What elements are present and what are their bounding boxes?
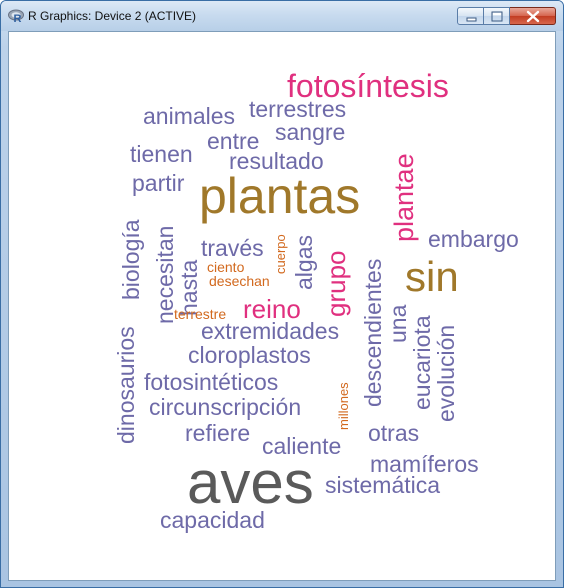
wordcloud-word: terrestres: [249, 96, 347, 122]
wordcloud-word: otras: [368, 420, 420, 446]
wordcloud-word: sangre: [275, 119, 346, 145]
wordcloud-word: extremidades: [201, 318, 340, 344]
wordcloud-word: partir: [132, 170, 185, 196]
wordcloud-word: biología: [118, 219, 144, 300]
wordcloud-word: cuerpo: [273, 234, 288, 274]
wordcloud-word: través: [201, 235, 264, 261]
minimize-icon: [466, 17, 477, 22]
window-title: R Graphics: Device 2 (ACTIVE): [28, 9, 197, 23]
title-bar[interactable]: R R Graphics: Device 2 (ACTIVE): [1, 1, 563, 31]
wordcloud-word: reino: [243, 294, 301, 324]
wordcloud-word: plantae: [389, 153, 419, 242]
wordcloud-word: ciento: [207, 259, 245, 275]
minimize-button[interactable]: [457, 7, 484, 25]
wordcloud-word: terrestre: [174, 306, 227, 322]
wordcloud-word: embargo: [428, 226, 519, 252]
close-button[interactable]: [510, 7, 556, 25]
wordcloud-word: eucariota: [409, 315, 435, 410]
wordcloud-word: plantas: [199, 168, 361, 224]
svg-text:R: R: [14, 13, 22, 23]
maximize-icon: [491, 11, 503, 22]
wordcloud-word: caliente: [262, 433, 342, 459]
wordcloud-word: desechan: [209, 273, 270, 289]
r-logo-icon: R: [8, 9, 24, 23]
wordcloud-word: grupo: [321, 250, 351, 318]
wordcloud-word: sin: [405, 253, 459, 300]
wordcloud-word: resultado: [229, 148, 324, 174]
wordcloud-word: entre: [207, 128, 260, 154]
wordcloud-word: tienen: [130, 141, 193, 167]
close-icon: [526, 10, 540, 23]
wordcloud-word: animales: [143, 103, 236, 129]
maximize-button[interactable]: [484, 7, 510, 25]
wordcloud-word: fotosíntesis: [287, 68, 449, 104]
wordcloud-word: aves: [187, 449, 314, 516]
wordcloud-word: cloroplastos: [188, 342, 311, 368]
wordcloud-word: algas: [291, 235, 317, 290]
wordcloud-word: dinosaurios: [113, 326, 139, 444]
wordcloud-word: refiere: [185, 420, 251, 446]
wordcloud-word: circunscripción: [149, 394, 302, 420]
wordcloud-word: una: [385, 304, 411, 343]
wordcloud-word: fotosintéticos: [144, 369, 279, 395]
wordcloud-word: sistemática: [325, 472, 441, 498]
wordcloud-word: millones: [336, 382, 351, 430]
wordcloud-word: descendientes: [360, 258, 386, 407]
plot-area: aves plantas sin fotosíntesis plantae gr…: [8, 31, 556, 581]
wordcloud-word: capacidad: [160, 507, 265, 533]
wordcloud-word: mamíferos: [370, 451, 479, 477]
wordcloud-word: evolución: [433, 324, 459, 422]
